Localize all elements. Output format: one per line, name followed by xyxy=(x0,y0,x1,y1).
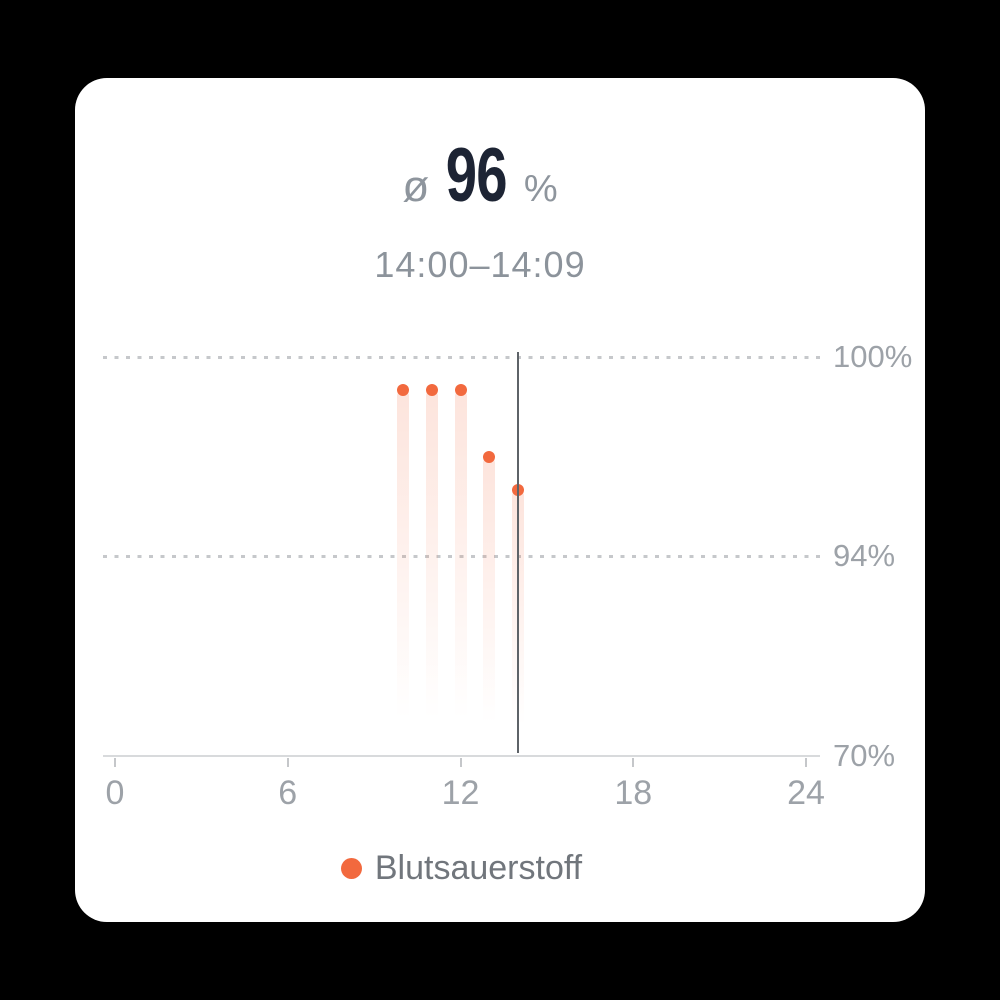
selected-time-indicator[interactable] xyxy=(516,352,520,753)
y-axis-label-70: 70% xyxy=(833,738,896,773)
x-axis-label: 0 xyxy=(105,774,125,812)
gridline-100-percent xyxy=(103,356,820,359)
y-axis-label-100: 100% xyxy=(833,339,913,374)
x-axis-tick xyxy=(286,758,289,767)
data-point-trail xyxy=(425,390,438,740)
x-axis-tick xyxy=(632,758,635,767)
x-axis-label: 12 xyxy=(441,774,480,812)
x-axis-tick xyxy=(459,758,462,767)
blood-oxygen-card: ø 96 % 14:00–14:09 100% 94% 70% 0 6 12 18 24… xyxy=(75,78,925,922)
y-axis-label-94: 94% xyxy=(833,538,896,573)
legend: Blutsauerstoff xyxy=(103,848,820,887)
x-axis-label: 6 xyxy=(278,774,298,812)
x-axis-line xyxy=(103,755,820,757)
average-symbol: ø xyxy=(402,162,430,211)
gridline-94-percent xyxy=(103,555,820,558)
x-axis-tick xyxy=(805,758,807,767)
data-point[interactable] xyxy=(454,384,467,397)
average-header: ø 96 % xyxy=(75,132,885,218)
data-point[interactable] xyxy=(396,384,409,397)
x-axis-label: 18 xyxy=(614,774,653,812)
data-point[interactable] xyxy=(425,384,438,397)
average-value: 96 xyxy=(445,133,508,218)
spo2-chart[interactable]: 100% 94% 70% 0 6 12 18 24 xyxy=(75,78,925,922)
data-point[interactable] xyxy=(483,450,496,463)
legend-dot-icon xyxy=(340,857,362,879)
data-point-trail xyxy=(483,456,496,740)
data-point-trail xyxy=(396,390,409,740)
data-point-trail xyxy=(454,390,467,740)
legend-series-label: Blutsauerstoff xyxy=(374,848,583,887)
x-axis-tick xyxy=(114,758,116,767)
selected-time-range: 14:00–14:09 xyxy=(374,244,586,285)
x-axis-label: 24 xyxy=(787,774,825,812)
average-unit: % xyxy=(523,168,558,210)
